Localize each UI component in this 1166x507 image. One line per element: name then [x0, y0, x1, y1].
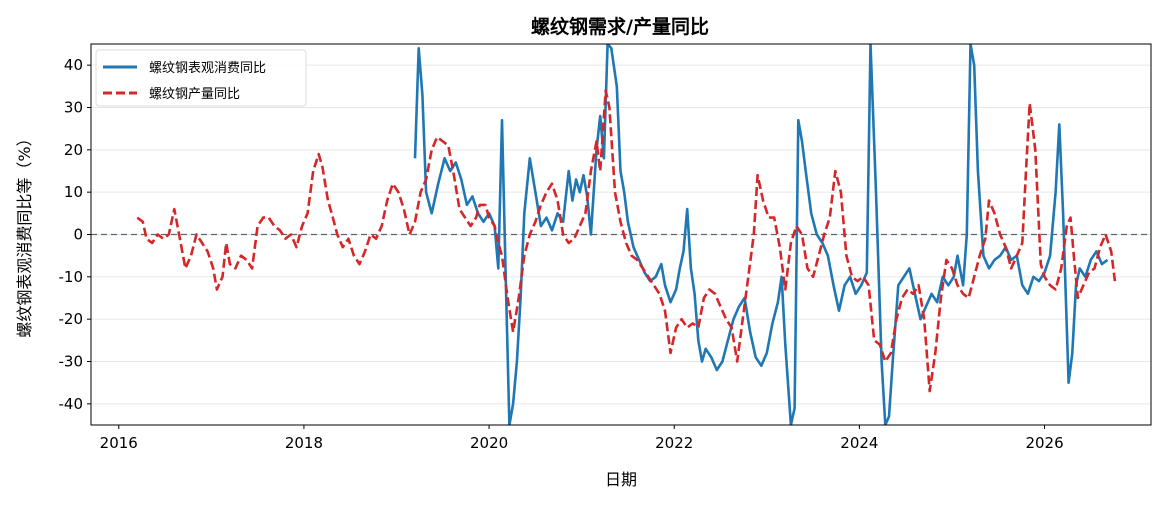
- legend-label-production: 螺纹钢产量同比: [149, 87, 240, 102]
- y-tick-label: 20: [64, 141, 83, 159]
- x-tick-label: 2026: [1025, 434, 1063, 452]
- series-line-production: [136, 89, 1117, 393]
- y-tick-label: -30: [59, 353, 84, 371]
- y-tick-label: 0: [73, 226, 83, 244]
- legend: 螺纹钢表观消费同比 螺纹钢产量同比: [95, 49, 307, 107]
- y-tick-label: 10: [64, 183, 83, 201]
- chart-title: 螺纹钢需求/产量同比: [531, 15, 709, 38]
- x-tick-label: 2016: [100, 434, 138, 452]
- series-lines: [136, 44, 1117, 425]
- x-tick-label: 2022: [655, 434, 693, 452]
- series-line-consumption: [413, 44, 1109, 425]
- legend-label-consumption: 螺纹钢表观消费同比: [149, 61, 266, 76]
- x-axis-ticks: 2016 2018 2020 2022 2024 2026: [100, 425, 1064, 452]
- y-tick-label: -10: [59, 268, 84, 286]
- y-tick-label: 30: [64, 99, 83, 117]
- x-tick-label: 2018: [285, 434, 323, 452]
- x-axis-label: 日期: [605, 470, 637, 489]
- y-tick-label: -20: [59, 310, 84, 328]
- y-axis-label: 螺纹钢表观消费同比等（%）: [15, 130, 34, 337]
- x-tick-label: 2024: [840, 434, 878, 452]
- y-tick-label: 40: [64, 56, 83, 74]
- y-tick-label: -40: [59, 395, 84, 413]
- x-tick-label: 2020: [470, 434, 508, 452]
- y-axis-ticks: -40 -30 -20 -10 0 10 20 30 40: [59, 56, 91, 413]
- legend-box: [95, 49, 307, 107]
